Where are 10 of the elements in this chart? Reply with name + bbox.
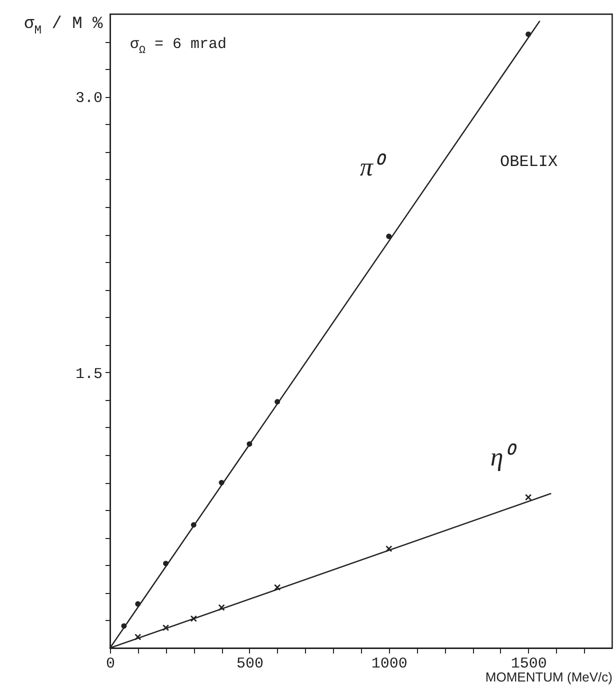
x-tick-label: 500 bbox=[236, 656, 264, 672]
x-tick-label: 1500 bbox=[510, 656, 547, 672]
y-tick-label: 1.5 bbox=[75, 366, 102, 383]
annotation: OBELIX bbox=[500, 153, 558, 171]
x-tick-label: 0 bbox=[106, 656, 116, 672]
x-axis-title: MOMENTUM (MeV/c) bbox=[485, 670, 612, 684]
x-tick-label: 1000 bbox=[371, 656, 408, 672]
series-label: η⁰ bbox=[490, 442, 518, 472]
text: π⁰ bbox=[360, 152, 387, 182]
y-tick-label: 3.0 bbox=[75, 90, 102, 108]
